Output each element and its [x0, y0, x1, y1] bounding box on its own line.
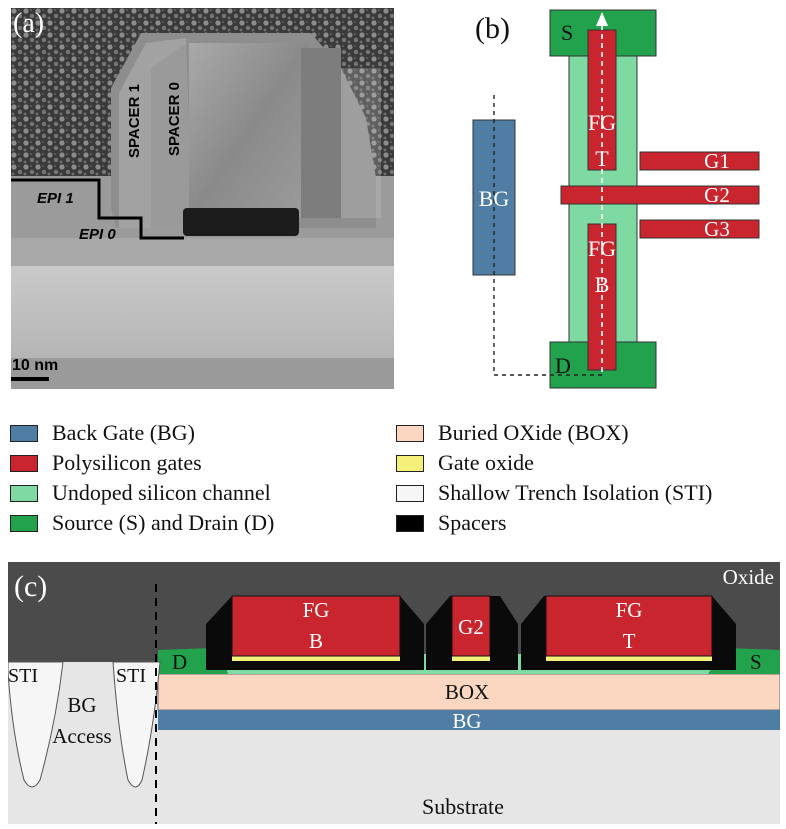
sti-right [112, 661, 161, 788]
legend-item-gate-oxide: Gate oxide [396, 450, 534, 476]
g3-label: G3 [704, 217, 730, 241]
spacer-1-label: SPACER 1 [126, 84, 143, 158]
bg-access-label-line2: Access [52, 724, 111, 748]
fg-b-poly [231, 595, 401, 657]
sti-right-label: STI [116, 665, 146, 687]
panel-a-micrograph: (a) SPACER 1 SPACER 0 EPI 1 EPI 0 10 nm [11, 8, 394, 389]
fg-t-poly [545, 595, 713, 657]
bg-layer [158, 710, 780, 730]
sti-left-label: STI [8, 665, 38, 687]
tem-image [11, 8, 394, 389]
legend-label: Gate oxide [438, 450, 534, 475]
gate-oxide-fg-b [232, 656, 400, 661]
source-label: S [561, 20, 573, 45]
legend-swatch [10, 484, 38, 502]
fg-t-label-line2: T [595, 146, 609, 171]
legend-swatch [10, 454, 38, 472]
scale-bar-label: 10 nm [12, 357, 59, 374]
g2-label: G2 [704, 183, 730, 207]
epi-1-label: EPI 1 [37, 190, 74, 207]
g1-label: G1 [704, 149, 730, 173]
legend-item-box: Buried OXide (BOX) [396, 420, 629, 446]
drain-label: D [555, 353, 571, 378]
panel-b-layout: (b) S D BG FG T FG B G1 G2 G3 [405, 0, 786, 400]
panel-a-label: (a) [13, 8, 45, 39]
legend-item-back-gate: Back Gate (BG) [10, 420, 195, 446]
legend-label: Spacers [438, 510, 507, 535]
legend-swatch [396, 484, 424, 502]
legend-label: Polysilicon gates [52, 450, 202, 475]
g2-gate [560, 185, 760, 205]
legend-label: Back Gate (BG) [52, 420, 195, 445]
panel-b-label: (b) [475, 12, 510, 45]
fg-b-label-line2: B [595, 272, 610, 297]
fg-b-label-line1: FG [303, 598, 330, 622]
fg-b-label-line1: FG [588, 236, 616, 261]
legend-item-polysilicon: Polysilicon gates [10, 450, 202, 476]
fg-t-label-line1: FG [616, 598, 643, 622]
panel-c-cross-section: (c) Oxide FG B G2 FG T D S STI STI BG Ac… [7, 562, 781, 824]
drain-label: D [172, 650, 187, 674]
legend-item-sti: Shallow Trench Isolation (STI) [396, 480, 712, 506]
legend-label: Shallow Trench Isolation (STI) [438, 480, 713, 505]
bg-access-path [493, 95, 602, 376]
legend-label: Buried OXide (BOX) [438, 420, 629, 445]
legend-label: Undoped silicon channel [52, 480, 271, 505]
legend-swatch [396, 514, 424, 532]
g3-gate [639, 219, 760, 239]
legend-swatch [396, 454, 424, 472]
bg-access-label-line1: BG [67, 693, 96, 717]
oxide-label: Oxide [723, 565, 774, 589]
fg-b-label-line2: B [309, 629, 323, 653]
legend-item-source-drain: Source (S) and Drain (D) [10, 510, 274, 536]
gate-oxide-fg-t [546, 656, 712, 661]
panel-c-label: (c) [14, 570, 47, 603]
g1-gate [639, 151, 760, 171]
legend-swatch [10, 514, 38, 532]
source-label: S [750, 650, 762, 674]
legend-item-channel: Undoped silicon channel [10, 480, 271, 506]
legend-label: Source (S) and Drain (D) [52, 510, 275, 535]
bg-label: BG [452, 709, 481, 733]
fg-t-label-line2: T [623, 629, 636, 653]
fg-t-label-line1: FG [588, 110, 616, 135]
gate-oxide-g2 [452, 656, 490, 661]
g2-poly [451, 595, 491, 657]
spacer-0-label: SPACER 0 [166, 82, 183, 156]
back-gate-label: BG [479, 186, 510, 211]
legend-swatch [10, 424, 38, 442]
legend-item-spacers: Spacers [396, 510, 506, 536]
legend-swatch [396, 424, 424, 442]
legend: Back Gate (BG) Polysilicon gates Undoped… [0, 412, 786, 554]
box-label: BOX [445, 680, 489, 704]
cut-arrow-icon [596, 12, 608, 26]
substrate-label: Substrate [422, 794, 504, 819]
g2-label: G2 [458, 615, 484, 639]
epi-0-label: EPI 0 [79, 226, 116, 243]
sti-left [7, 661, 64, 788]
